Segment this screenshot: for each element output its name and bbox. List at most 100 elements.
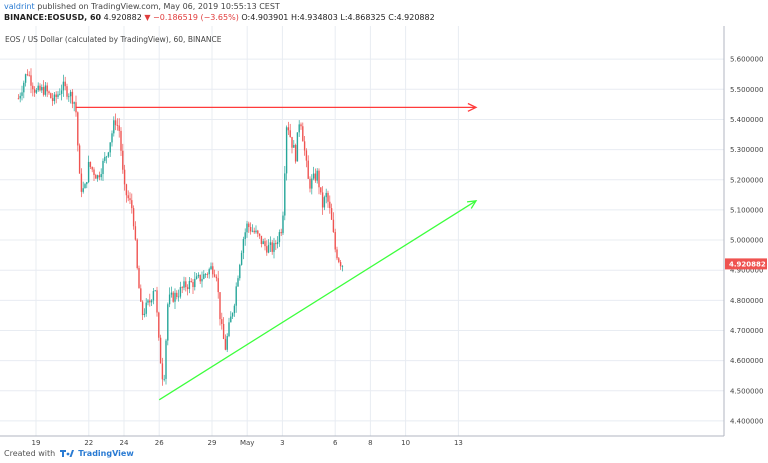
- candle-body: [275, 243, 277, 245]
- candle-body: [210, 266, 212, 270]
- candle-body: [64, 81, 66, 87]
- candle-body: [309, 178, 311, 189]
- candle-body: [32, 85, 34, 90]
- candle-body: [89, 161, 92, 167]
- candle-body: [255, 230, 257, 233]
- x-tick-label: 13: [454, 439, 463, 447]
- candle-body: [204, 274, 207, 276]
- candle-body: [111, 133, 113, 143]
- candle-body: [156, 290, 158, 313]
- candle-body: [145, 302, 147, 314]
- candle-body: [311, 178, 313, 189]
- resistance-arrowhead: [467, 102, 478, 112]
- candle-body: [264, 241, 266, 247]
- candle-body: [294, 145, 297, 162]
- candle-body: [68, 96, 70, 98]
- candle-body: [327, 192, 329, 202]
- x-tick-label: 24: [120, 439, 129, 447]
- candlestick-series: [17, 68, 344, 386]
- candle-body: [42, 87, 45, 95]
- candle-body: [219, 292, 221, 320]
- y-tick-label: 5.600000: [730, 56, 763, 64]
- candle-body: [231, 313, 234, 317]
- candle-body: [181, 287, 183, 288]
- candle-body: [50, 93, 52, 99]
- candle-body: [163, 378, 165, 380]
- candle-body: [203, 274, 205, 279]
- created-with-text: Created with: [4, 449, 56, 458]
- candle-body: [131, 200, 133, 209]
- author-link[interactable]: valdrint: [4, 2, 35, 11]
- y-tick-label: 4.600000: [730, 357, 763, 365]
- x-tick-label: 19: [32, 439, 41, 447]
- candle-body: [285, 127, 288, 174]
- candle-body: [69, 91, 72, 97]
- candle-body: [312, 173, 315, 179]
- x-tick-label: 29: [208, 439, 217, 447]
- candle-body: [224, 338, 227, 350]
- x-tick-label: 10: [401, 439, 410, 447]
- y-tick-label: 4.500000: [730, 387, 763, 395]
- support-trendline: [158, 200, 477, 401]
- y-tick-label: 4.700000: [730, 327, 763, 335]
- candle-body: [48, 91, 50, 94]
- tradingview-brand[interactable]: TradingView: [78, 449, 134, 458]
- y-tick-label: 4.800000: [730, 297, 763, 305]
- x-tick-label: 22: [84, 439, 93, 447]
- x-tick-label: 8: [368, 439, 372, 447]
- candle-body: [323, 197, 326, 208]
- candle-body: [244, 232, 246, 240]
- y-tick-label: 5.300000: [730, 146, 763, 154]
- candle-body: [230, 316, 232, 323]
- candle-body: [228, 322, 230, 337]
- candle-body: [176, 292, 178, 298]
- candle-body: [199, 274, 201, 282]
- candle-body: [167, 304, 169, 341]
- candle-body: [71, 91, 74, 104]
- candle-body: [123, 169, 126, 185]
- candle-body: [257, 230, 259, 234]
- candle-body: [100, 174, 102, 178]
- candle-body: [91, 166, 93, 170]
- candle-body: [21, 92, 23, 96]
- candle-body: [177, 296, 180, 298]
- tradingview-logo-icon: [59, 450, 74, 457]
- candle-body: [320, 187, 322, 193]
- ohlc-values: O:4.903901 H:4.934803 L:4.868325 C:4.920…: [241, 13, 435, 22]
- candle-body: [86, 182, 88, 185]
- candle-body: [109, 142, 111, 153]
- candle-body: [226, 336, 228, 350]
- candle-body: [19, 95, 21, 99]
- symbol-label: BINANCE:EOSUSD, 60: [4, 13, 102, 22]
- candle-body: [195, 276, 198, 279]
- candle-body: [165, 340, 167, 379]
- candle-body: [132, 208, 135, 227]
- candle-body: [336, 249, 338, 259]
- candle-body: [172, 292, 174, 302]
- footer: Created with TradingView: [0, 447, 768, 463]
- candle-body: [37, 85, 39, 91]
- x-tick-label: 6: [333, 439, 338, 447]
- price-chart[interactable]: EOS / US Dollar (calculated by TradingVi…: [0, 26, 768, 447]
- candle-body: [318, 170, 320, 188]
- candle-body: [330, 208, 333, 220]
- candle-body: [222, 323, 225, 339]
- candle-body: [114, 120, 117, 126]
- candle-body: [87, 161, 90, 183]
- candle-body: [303, 141, 306, 151]
- candle-body: [159, 337, 162, 364]
- candle-body: [329, 201, 331, 209]
- candle-body: [82, 188, 84, 192]
- time-axis: 19 22 24 26 29 May 3 6 8 10 13: [0, 435, 724, 447]
- chart-grid: [0, 26, 724, 436]
- candle-body: [102, 160, 104, 175]
- y-tick-label: 5.200000: [730, 176, 763, 184]
- candle-body: [44, 85, 47, 95]
- candle-body: [242, 239, 245, 253]
- candle-body: [249, 227, 252, 232]
- candle-body: [104, 156, 106, 161]
- publish-text: published on TradingView.com, May 06, 20…: [37, 2, 280, 11]
- candle-body: [62, 81, 65, 91]
- candle-body: [300, 124, 302, 127]
- candle-body: [213, 274, 216, 277]
